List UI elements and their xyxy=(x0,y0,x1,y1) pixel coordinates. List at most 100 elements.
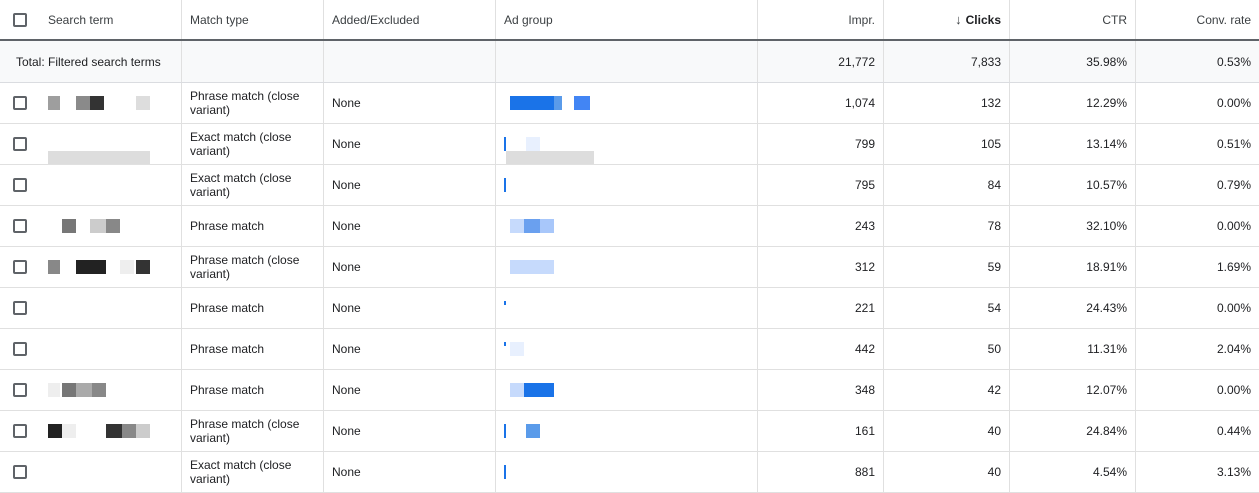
added-excluded: None xyxy=(324,124,496,164)
search-term-redacted[interactable] xyxy=(40,124,182,164)
ad-group-redacted[interactable] xyxy=(496,411,758,451)
impr: 161 xyxy=(758,411,884,451)
search-term-redacted[interactable] xyxy=(40,411,182,451)
col-ctr[interactable]: CTR xyxy=(1010,0,1136,39)
match-type: Exact match (close variant) xyxy=(182,452,324,492)
conv-rate: 0.00% xyxy=(1216,383,1251,397)
conv-rate: 0.44% xyxy=(1216,424,1251,438)
total-label: Total: Filtered search terms xyxy=(0,41,182,82)
row-checkbox-cell xyxy=(0,247,40,287)
row-checkbox[interactable] xyxy=(13,219,27,233)
search-term-redacted[interactable] xyxy=(40,206,182,246)
col-conv-rate[interactable]: Conv. rate xyxy=(1196,12,1251,27)
row-checkbox-cell xyxy=(0,83,40,123)
row-checkbox[interactable] xyxy=(13,424,27,438)
clicks: 84 xyxy=(884,165,1010,205)
row-checkbox[interactable] xyxy=(13,301,27,315)
arrow-down-icon: ↓ xyxy=(955,11,962,27)
added-excluded: None xyxy=(324,165,496,205)
table-header: Search term Match type Added/Excluded Ad… xyxy=(0,0,1259,41)
col-search-term[interactable]: Search term xyxy=(40,0,182,39)
table-row: Exact match (close variant) None 799 105… xyxy=(0,124,1259,165)
table-row: Phrase match None 221 54 24.43% 0.00% xyxy=(0,288,1259,329)
total-clicks: 7,833 xyxy=(884,41,1010,82)
conv-rate: 0.51% xyxy=(1216,137,1251,151)
impr: 312 xyxy=(758,247,884,287)
clicks: 50 xyxy=(884,329,1010,369)
col-impr[interactable]: Impr. xyxy=(758,0,884,39)
clicks: 59 xyxy=(884,247,1010,287)
ad-group-redacted[interactable] xyxy=(496,83,758,123)
added-excluded: None xyxy=(324,329,496,369)
row-checkbox[interactable] xyxy=(13,342,27,356)
row-checkbox[interactable] xyxy=(13,137,27,151)
total-impr: 21,772 xyxy=(758,41,884,82)
search-term-redacted[interactable] xyxy=(40,83,182,123)
ad-group-redacted[interactable] xyxy=(496,165,758,205)
ad-group-redacted[interactable] xyxy=(496,288,758,328)
col-ad-group[interactable]: Ad group xyxy=(496,0,758,39)
ctr: 4.54% xyxy=(1010,452,1136,492)
col-match-type[interactable]: Match type xyxy=(182,0,324,39)
total-row: Total: Filtered search terms 21,772 7,83… xyxy=(0,41,1259,83)
clicks: 40 xyxy=(884,411,1010,451)
row-checkbox-cell xyxy=(0,288,40,328)
select-all-cell xyxy=(0,0,40,39)
clicks: 40 xyxy=(884,452,1010,492)
row-checkbox[interactable] xyxy=(13,465,27,479)
select-all-checkbox[interactable] xyxy=(13,12,27,27)
search-term-redacted[interactable] xyxy=(40,165,182,205)
search-term-redacted[interactable] xyxy=(40,288,182,328)
added-excluded: None xyxy=(324,206,496,246)
row-checkbox[interactable] xyxy=(13,260,27,274)
ctr: 24.43% xyxy=(1010,288,1136,328)
row-checkbox[interactable] xyxy=(13,383,27,397)
clicks: 42 xyxy=(884,370,1010,410)
impr: 243 xyxy=(758,206,884,246)
added-excluded: None xyxy=(324,247,496,287)
col-clicks[interactable]: ↓ Clicks xyxy=(884,0,1010,39)
added-excluded: None xyxy=(324,411,496,451)
ad-group-redacted[interactable] xyxy=(496,247,758,287)
conv-rate: 3.13% xyxy=(1216,465,1251,479)
ctr: 11.31% xyxy=(1010,329,1136,369)
impr: 1,074 xyxy=(758,83,884,123)
match-type: Phrase match xyxy=(182,370,324,410)
conv-rate: 0.00% xyxy=(1216,301,1251,315)
ctr: 10.57% xyxy=(1010,165,1136,205)
row-checkbox[interactable] xyxy=(13,178,27,192)
row-checkbox-cell xyxy=(0,206,40,246)
conv-rate: 2.04% xyxy=(1216,342,1251,356)
ad-group-redacted[interactable] xyxy=(496,452,758,492)
added-excluded: None xyxy=(324,288,496,328)
row-checkbox-cell xyxy=(0,329,40,369)
ad-group-redacted[interactable] xyxy=(496,329,758,369)
match-type: Phrase match xyxy=(182,329,324,369)
ad-group-redacted[interactable] xyxy=(496,370,758,410)
search-term-redacted[interactable] xyxy=(40,370,182,410)
ad-group-redacted[interactable] xyxy=(496,206,758,246)
search-term-redacted[interactable] xyxy=(40,452,182,492)
row-checkbox-cell xyxy=(0,124,40,164)
impr: 799 xyxy=(758,124,884,164)
impr: 442 xyxy=(758,329,884,369)
row-checkbox-cell xyxy=(0,370,40,410)
table-row: Phrase match (close variant) None 161 40… xyxy=(0,411,1259,452)
match-type: Phrase match (close variant) xyxy=(182,83,324,123)
ctr: 18.91% xyxy=(1010,247,1136,287)
impr: 795 xyxy=(758,165,884,205)
search-term-redacted[interactable] xyxy=(40,247,182,287)
search-term-redacted[interactable] xyxy=(40,329,182,369)
total-conv-rate: 0.53% xyxy=(1216,54,1251,69)
ad-group-redacted[interactable] xyxy=(496,124,758,164)
total-added-empty xyxy=(324,41,496,82)
added-excluded: None xyxy=(324,83,496,123)
added-excluded: None xyxy=(324,452,496,492)
total-group-empty xyxy=(496,41,758,82)
col-added-excluded[interactable]: Added/Excluded xyxy=(324,0,496,39)
conv-rate: 1.69% xyxy=(1216,260,1251,274)
row-checkbox[interactable] xyxy=(13,96,27,110)
clicks: 132 xyxy=(884,83,1010,123)
table-row: Phrase match None 348 42 12.07% 0.00% xyxy=(0,370,1259,411)
